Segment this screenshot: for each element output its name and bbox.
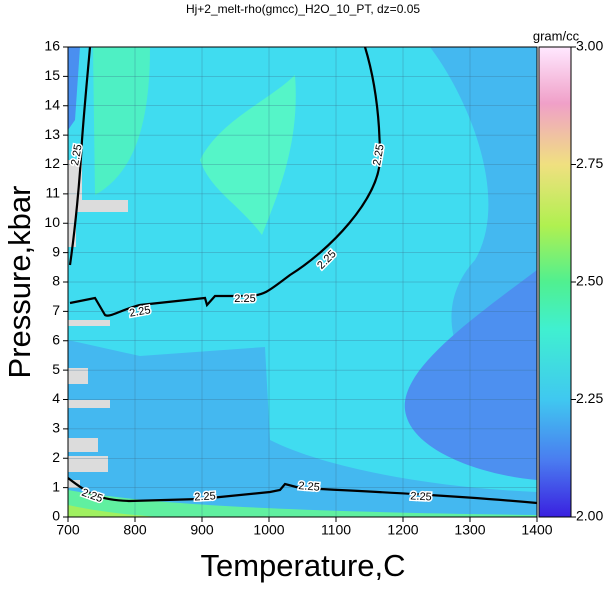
contour-label: 2.25 xyxy=(298,480,320,494)
y-tick-label: 1 xyxy=(52,478,60,494)
y-axis-label: Pressure,kbar xyxy=(2,186,37,379)
y-tick-label: 4 xyxy=(52,390,60,406)
colorbar-tick-label: 2.75 xyxy=(576,155,603,171)
chart-title: Hj+2_melt-rho(gmcc)_H2O_10_PT, dz=0.05 xyxy=(186,2,420,16)
y-tick-label: 7 xyxy=(52,302,60,318)
y-tick-label: 10 xyxy=(44,214,60,230)
y-tick-label: 6 xyxy=(52,331,60,347)
x-tick-label: 700 xyxy=(56,522,80,538)
y-tick-label: 16 xyxy=(44,38,60,54)
colorbar xyxy=(538,46,572,518)
contour-label: 2.25 xyxy=(410,490,432,503)
x-axis-label: Temperature,C xyxy=(200,548,405,583)
colorbar-tick-label: 2.50 xyxy=(576,273,603,289)
contour-label: 2.25 xyxy=(128,304,151,320)
region xyxy=(404,270,537,480)
grid xyxy=(67,46,538,518)
y-tick-label: 15 xyxy=(44,67,60,83)
colorbar-tick-label: 2.25 xyxy=(576,390,603,406)
y-tick-label: 5 xyxy=(52,361,60,377)
region xyxy=(93,47,150,195)
contour-label: 2.25 xyxy=(194,490,216,503)
x-tick-label: 1000 xyxy=(253,522,284,538)
contour-line xyxy=(67,477,538,505)
region xyxy=(200,75,296,235)
y-tick-label: 2 xyxy=(52,449,60,465)
x-tick-label: 900 xyxy=(190,522,214,538)
contour-lines xyxy=(67,46,538,505)
x-tick-label: 800 xyxy=(123,522,147,538)
contour-line xyxy=(68,46,92,266)
region xyxy=(68,47,80,130)
y-tick-label: 13 xyxy=(44,126,60,142)
x-tick-label: 1100 xyxy=(321,522,351,538)
contour-label: 2.25 xyxy=(371,143,387,166)
x-tick-label: 1200 xyxy=(387,522,418,538)
colorbar-tick-label: 3.00 xyxy=(576,38,603,54)
y-tick-label: 8 xyxy=(52,273,60,289)
x-tick-label: 1300 xyxy=(454,522,485,538)
y-tick-label: 14 xyxy=(44,96,60,112)
y-tick-label: 3 xyxy=(52,420,60,436)
missing-data xyxy=(68,160,128,488)
colorbar-tick-label: 2.00 xyxy=(576,508,603,524)
x-tick-label: 1400 xyxy=(521,522,552,538)
y-tick-label: 0 xyxy=(52,508,60,524)
contour-line xyxy=(69,46,382,317)
colorbar-label: gram/cc xyxy=(533,28,580,43)
region xyxy=(68,505,160,517)
y-tick-label: 12 xyxy=(44,155,60,171)
contour-label: 2.25 xyxy=(234,293,255,305)
y-tick-label: 9 xyxy=(52,243,60,259)
y-tick-label: 11 xyxy=(45,185,60,201)
region xyxy=(68,490,537,517)
contour-label: 2.25 xyxy=(69,143,85,166)
